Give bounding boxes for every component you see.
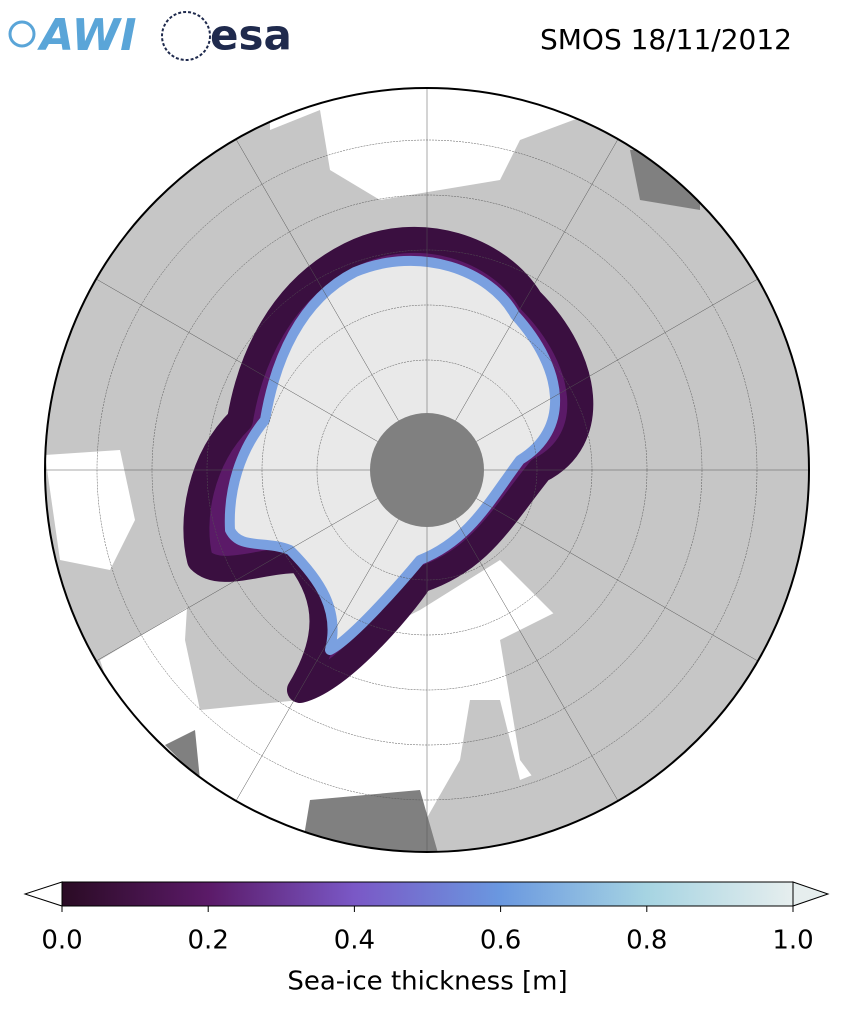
logo-awi-text: AWI (37, 10, 137, 61)
colorbar-tick-label: 1.0 (772, 926, 813, 956)
ocean (270, 88, 600, 200)
graticule-meridian (455, 519, 623, 808)
logo-esa-text: esa (210, 11, 292, 60)
graticule-meridian (231, 132, 399, 421)
map (45, 88, 809, 852)
colorbar-tick-label: 0.8 (626, 926, 667, 956)
graticule-meridian (231, 519, 399, 808)
colorbar-tick-label: 0.4 (334, 926, 375, 956)
colorbar: 0.0 0.2 0.4 0.6 0.8 1.0 Sea-ice thickness [m] (23, 881, 830, 997)
colorbar-tick-label: 0.6 (480, 926, 521, 956)
scandinavia (500, 610, 610, 800)
map-title: SMOS 18/11/2012 (540, 23, 792, 56)
map-border (44, 87, 810, 853)
logo-esa: esa (161, 11, 292, 61)
colorbar-gradient (61, 881, 794, 907)
graticule (45, 88, 809, 852)
colorbar-label: Sea-ice thickness [m] (287, 967, 567, 997)
pole-hole (370, 413, 484, 527)
ocean (45, 450, 135, 570)
colorbar-extend-low (23, 881, 63, 907)
graticule-meridian (476, 498, 765, 666)
graticule-meridian (89, 274, 378, 442)
graticule-meridian (89, 498, 378, 666)
graticule-meridian (476, 274, 765, 442)
graticule-meridian (455, 132, 623, 421)
logo-awi: AWI (8, 10, 137, 61)
colorbar-extend-high (792, 881, 830, 907)
colorbar-tick-label: 0.0 (41, 926, 82, 956)
colorbar-tick-label: 0.2 (188, 926, 229, 956)
